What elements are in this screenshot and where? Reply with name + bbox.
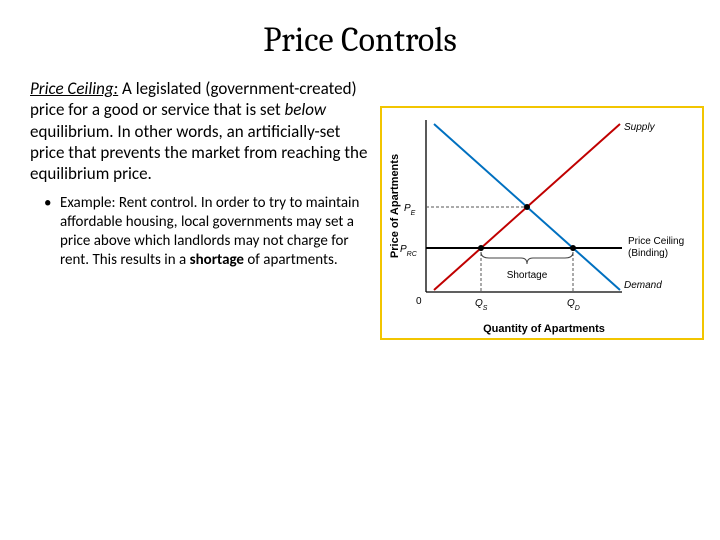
example-tail: of apartments. — [244, 251, 338, 269]
chart-column: Price of Apartments Quantity of Apartment… — [380, 78, 704, 340]
def-below: below — [285, 99, 327, 120]
example-bullet: Example: Rent control. In order to try t… — [60, 194, 368, 269]
chart-frame: Price of Apartments Quantity of Apartment… — [380, 106, 704, 340]
origin-label: 0 — [416, 296, 422, 307]
definition-paragraph: Price Ceiling: A legislated (government-… — [30, 78, 368, 184]
supply-demand-chart: Price of Apartments Quantity of Apartment… — [382, 108, 702, 338]
ceiling-label-1: Price Ceiling — [628, 236, 684, 247]
text-column: Price Ceiling: A legislated (government-… — [30, 78, 368, 340]
shortage-label: Shortage — [507, 270, 548, 281]
example-shortage: shortage — [190, 251, 244, 269]
content-row: Price Ceiling: A legislated (government-… — [30, 78, 690, 340]
y-axis-label: Price of Apartments — [389, 154, 401, 258]
def-body-2: equilibrium. In other words, an artifici… — [30, 121, 367, 185]
term: Price Ceiling: — [30, 78, 118, 99]
demand-label: Demand — [624, 280, 662, 291]
supply-label: Supply — [624, 122, 656, 133]
ceiling-label-2: (Binding) — [628, 248, 668, 259]
x-axis-label: Quantity of Apartments — [483, 323, 605, 335]
slide-title: Price Controls — [30, 20, 690, 60]
